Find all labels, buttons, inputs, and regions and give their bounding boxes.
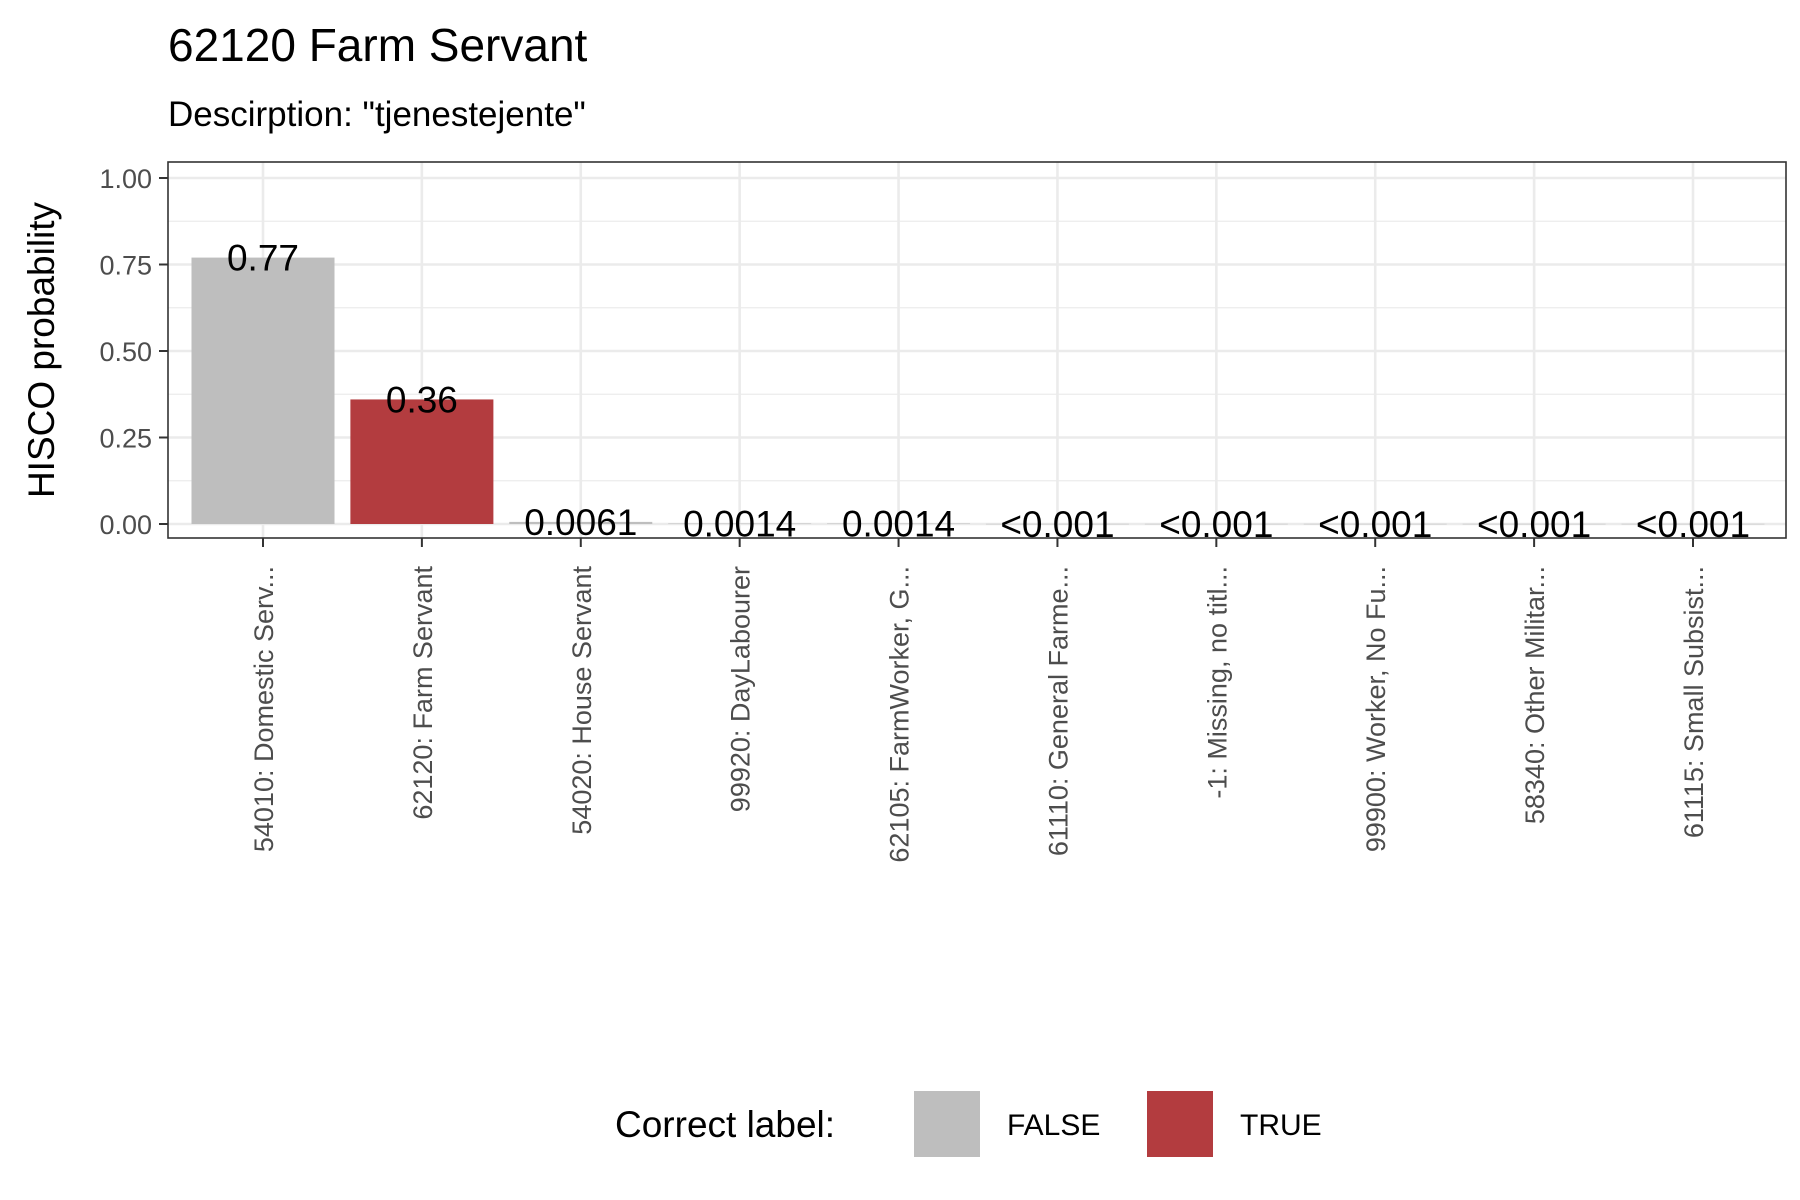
data-label: 0.77: [227, 238, 299, 279]
y-axis: 0.00 0.25 0.50 0.75 1.00: [99, 164, 168, 540]
bar: [191, 257, 335, 524]
x-axis: 54010: Domestic Serv... 62120: Farm Serva…: [249, 538, 1709, 863]
data-labels: 0.77 0.36 0.0061 0.0014 0.0014 <0.001 <0.001 <0…: [227, 238, 1750, 545]
legend-title: Correct label:: [615, 1104, 835, 1145]
bar: [509, 521, 653, 524]
legend-swatch-false: [914, 1091, 980, 1157]
x-tick-label: -1: Missing, no titl...: [1202, 566, 1232, 799]
data-label: 0.0014: [842, 504, 955, 545]
legend: Correct label: FALSE TRUE: [615, 1091, 1322, 1157]
legend-label-false: FALSE: [1007, 1109, 1100, 1142]
legend-label-true: TRUE: [1240, 1109, 1322, 1142]
y-tick-label: 0.00: [99, 510, 152, 540]
x-tick-label: 58340: Other Militar...: [1520, 566, 1550, 824]
y-tick-label: 0.25: [99, 424, 152, 454]
x-tick-label: 61115: Small Subsist...: [1679, 566, 1709, 838]
x-tick-label: 99920: DayLabourer: [726, 566, 756, 812]
data-label: <0.001: [1477, 504, 1591, 545]
chart-subtitle: Descirption: "tjenestejente": [168, 95, 586, 134]
bar: [668, 523, 812, 525]
data-label: 0.36: [386, 379, 458, 420]
data-label: <0.001: [1000, 504, 1114, 545]
bar: [1303, 523, 1447, 525]
bar: [1144, 523, 1288, 525]
data-label: <0.001: [1318, 504, 1432, 545]
x-tick-label: 62105: FarmWorker, G...: [885, 566, 915, 863]
x-tick-label: 54010: Domestic Serv...: [249, 566, 279, 852]
bar: [985, 523, 1129, 525]
data-label: 0.0014: [683, 504, 796, 545]
bar: [1462, 523, 1606, 525]
legend-swatch-true: [1147, 1091, 1213, 1157]
data-label: <0.001: [1159, 504, 1273, 545]
chart-title: 62120 Farm Servant: [168, 19, 588, 71]
grid-minor: [168, 220, 1786, 482]
y-tick-label: 1.00: [99, 164, 152, 194]
bar: [1621, 523, 1765, 525]
x-tick-label: 99900: Worker, No Fu...: [1361, 566, 1391, 852]
y-tick-label: 0.75: [99, 251, 152, 281]
bar: [350, 399, 494, 524]
y-axis-title: HISCO probability: [21, 201, 62, 498]
data-label: <0.001: [1636, 504, 1750, 545]
data-label: 0.0061: [524, 502, 637, 543]
x-tick-label: 54020: House Servant: [567, 566, 597, 835]
x-tick-label: 61110: General Farme...: [1043, 566, 1073, 856]
bar: [827, 523, 971, 525]
bars: [191, 257, 1765, 525]
x-tick-label: 62120: Farm Servant: [408, 566, 438, 820]
y-tick-label: 0.50: [99, 337, 152, 367]
